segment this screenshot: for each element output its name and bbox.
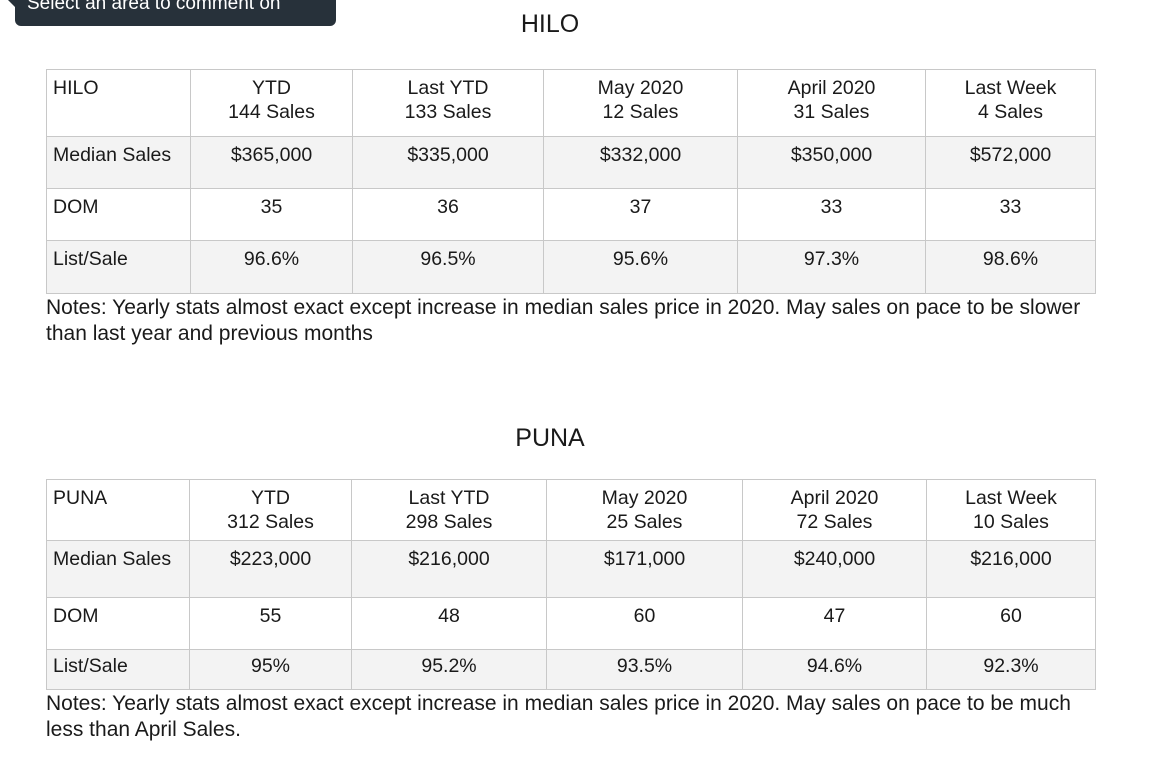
table-cell: 98.6% [925, 240, 1096, 294]
table-cell: $223,000 [189, 540, 352, 598]
table-header-cell: PUNA [46, 479, 190, 541]
table-cell: 36 [352, 188, 544, 241]
table-cell: 95.6% [543, 240, 738, 294]
table-cell: $572,000 [925, 136, 1096, 189]
table-cell: 94.6% [742, 649, 927, 690]
table-cell: 96.6% [190, 240, 353, 294]
table-row: DOM 35 36 37 33 33 [46, 188, 1096, 241]
table-cell: $216,000 [926, 540, 1096, 598]
hilo-notes: Notes: Yearly stats almost exact except … [46, 296, 1081, 345]
puna-section-title: PUNA [515, 424, 585, 452]
table-cell: 33 [737, 188, 926, 241]
table-cell: 95.2% [351, 649, 547, 690]
table-cell: 55 [189, 597, 352, 650]
table-cell: 92.3% [926, 649, 1096, 690]
row-label: DOM [46, 597, 190, 650]
table-header-cell: April 2020 31 Sales [737, 69, 926, 137]
table-cell: 35 [190, 188, 353, 241]
table-cell: 60 [926, 597, 1096, 650]
table-cell: 96.5% [352, 240, 544, 294]
table-cell: 60 [546, 597, 743, 650]
row-label: List/Sale [46, 649, 190, 690]
row-label: List/Sale [46, 240, 191, 294]
table-header-cell: May 2020 25 Sales [546, 479, 743, 541]
row-label: DOM [46, 188, 191, 241]
table-cell: $240,000 [742, 540, 927, 598]
table-row: Median Sales $223,000 $216,000 $171,000 … [46, 540, 1096, 598]
table-header-cell: YTD 312 Sales [189, 479, 352, 541]
table-cell: 47 [742, 597, 927, 650]
table-header-cell: Last YTD 298 Sales [351, 479, 547, 541]
table-header-cell: Last Week 10 Sales [926, 479, 1096, 541]
table-row: Median Sales $365,000 $335,000 $332,000 … [46, 136, 1096, 189]
row-label: Median Sales [46, 136, 191, 189]
table-header-cell: April 2020 72 Sales [742, 479, 927, 541]
table-cell: 33 [925, 188, 1096, 241]
puna-stats-table: PUNA YTD 312 Sales Last YTD 298 Sales May … [46, 479, 1096, 690]
comment-tooltip: Select an area to comment on [8, 0, 336, 26]
table-cell: 95% [189, 649, 352, 690]
table-cell: $216,000 [351, 540, 547, 598]
table-cell: 48 [351, 597, 547, 650]
comment-tooltip-text: Select an area to comment on [27, 0, 281, 14]
table-header-row: PUNA YTD 312 Sales Last YTD 298 Sales May … [46, 479, 1096, 541]
table-cell: $335,000 [352, 136, 544, 189]
table-cell: $332,000 [543, 136, 738, 189]
table-header-cell: Last YTD 133 Sales [352, 69, 544, 137]
table-cell: 93.5% [546, 649, 743, 690]
row-label: Median Sales [46, 540, 190, 598]
hilo-section-title: HILO [520, 10, 580, 38]
table-row: DOM 55 48 60 47 60 [46, 597, 1096, 650]
hilo-stats-table: HILO YTD 144 Sales Last YTD 133 Sales May … [46, 69, 1096, 294]
table-cell: 97.3% [737, 240, 926, 294]
table-row: List/Sale 96.6% 96.5% 95.6% 97.3% 98.6% [46, 240, 1096, 294]
table-header-cell: YTD 144 Sales [190, 69, 353, 137]
table-cell: $350,000 [737, 136, 926, 189]
table-header-cell: May 2020 12 Sales [543, 69, 738, 137]
table-row: List/Sale 95% 95.2% 93.5% 94.6% 92.3% [46, 649, 1096, 690]
puna-notes: Notes: Yearly stats almost exact except … [46, 692, 1071, 741]
table-header-cell: HILO [46, 69, 191, 137]
table-cell: $171,000 [546, 540, 743, 598]
table-header-row: HILO YTD 144 Sales Last YTD 133 Sales May … [46, 69, 1096, 137]
table-cell: $365,000 [190, 136, 353, 189]
table-cell: 37 [543, 188, 738, 241]
table-header-cell: Last Week 4 Sales [925, 69, 1096, 137]
